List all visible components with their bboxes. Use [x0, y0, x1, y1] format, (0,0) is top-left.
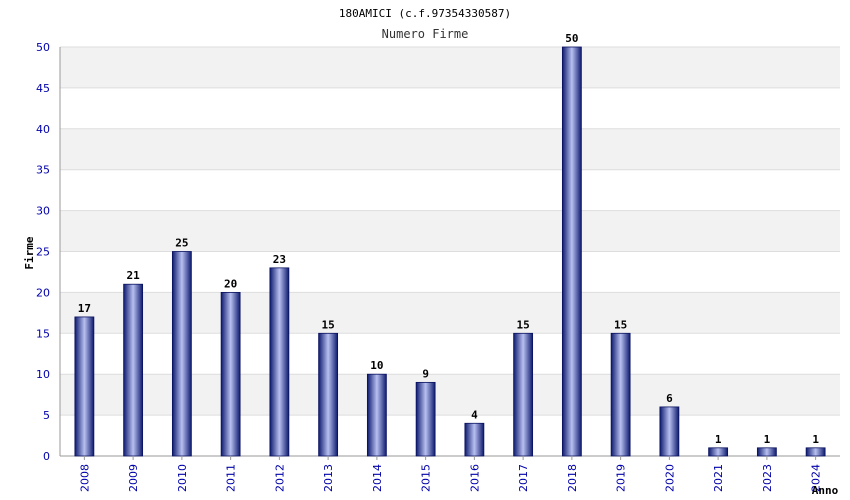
x-tick-label: 2020 [663, 464, 676, 492]
x-tick-label: 2008 [78, 464, 91, 492]
grid-band [60, 128, 840, 170]
x-tick-label: 2019 [615, 464, 628, 492]
data-label: 9 [422, 367, 429, 380]
bar-2018 [561, 46, 582, 457]
grid-bands [60, 47, 840, 416]
grid-band [60, 47, 840, 88]
data-label: 20 [224, 277, 237, 290]
x-tick-label: 2018 [566, 464, 579, 492]
x-tick-label: 2021 [712, 464, 725, 492]
y-tick-label: 30 [36, 205, 50, 218]
bar-2019 [610, 332, 631, 457]
y-tick-label: 50 [36, 41, 50, 54]
y-tick-label: 15 [36, 327, 50, 340]
bar-2012 [269, 267, 290, 457]
y-tick-label: 20 [36, 286, 50, 299]
y-tick-labels: 0 5 10 15 20 25 30 35 40 45 50 [36, 41, 50, 463]
x-tick-label: 2015 [420, 464, 433, 492]
y-tick-label: 45 [36, 82, 50, 95]
x-tick-label: 2013 [322, 464, 335, 492]
data-label: 1 [812, 433, 819, 446]
data-label: 15 [614, 318, 627, 331]
x-tick-label: 2009 [127, 464, 140, 492]
x-tick-label: 2011 [225, 464, 238, 492]
data-label: 25 [175, 237, 188, 250]
data-label: 1 [715, 433, 722, 446]
data-label: 21 [127, 269, 141, 282]
x-tick-label: 2017 [517, 464, 530, 492]
bar-2020 [659, 406, 680, 457]
grid-band [60, 210, 840, 252]
x-tick-label: 2010 [176, 464, 189, 492]
x-tick-label: 2023 [761, 464, 774, 492]
data-label: 15 [517, 318, 530, 331]
data-label: 6 [666, 392, 673, 405]
y-tick-label: 0 [43, 450, 50, 463]
bar-2014 [366, 373, 387, 457]
bars [74, 46, 826, 457]
x-axis-label: Anno [812, 484, 839, 497]
data-label: 10 [370, 359, 383, 372]
y-tick-label: 25 [36, 246, 50, 259]
bar-2023 [756, 447, 777, 457]
y-tick-label: 35 [36, 164, 50, 177]
bar-2011 [220, 291, 241, 457]
bar-2017 [513, 332, 534, 457]
y-tick-label: 40 [36, 123, 50, 136]
bar-2016 [464, 422, 485, 457]
chart-title: 180AMICI (c.f.97354330587) [339, 7, 511, 20]
x-tick-label: 2012 [273, 464, 286, 492]
data-label: 1 [764, 433, 771, 446]
x-tick-label: 2024 [810, 464, 823, 492]
bar-2021 [708, 447, 729, 457]
data-labels: 17 21 25 20 23 15 10 9 4 15 50 15 6 1 1 1 [78, 32, 820, 446]
x-tick-labels: 2008 2009 2010 2011 2012 2013 2014 2015 2016 2017… [78, 456, 823, 492]
y-axis-label: Firme [23, 236, 36, 269]
bar-2010 [171, 251, 192, 457]
data-label: 15 [322, 318, 335, 331]
bar-2009 [123, 283, 144, 457]
data-label: 17 [78, 302, 91, 315]
y-tick-label: 10 [36, 368, 50, 381]
bar-2013 [318, 332, 339, 457]
chart-subtitle: Numero Firme [382, 27, 469, 41]
data-label: 50 [565, 32, 578, 45]
x-tick-label: 2014 [371, 464, 384, 492]
bar-2024 [805, 447, 826, 457]
data-label: 23 [273, 253, 286, 266]
data-label: 4 [471, 408, 478, 421]
bar-2015 [415, 381, 436, 457]
y-tick-label: 5 [43, 409, 50, 422]
bar-2008 [74, 316, 95, 457]
x-tick-label: 2016 [468, 464, 481, 492]
